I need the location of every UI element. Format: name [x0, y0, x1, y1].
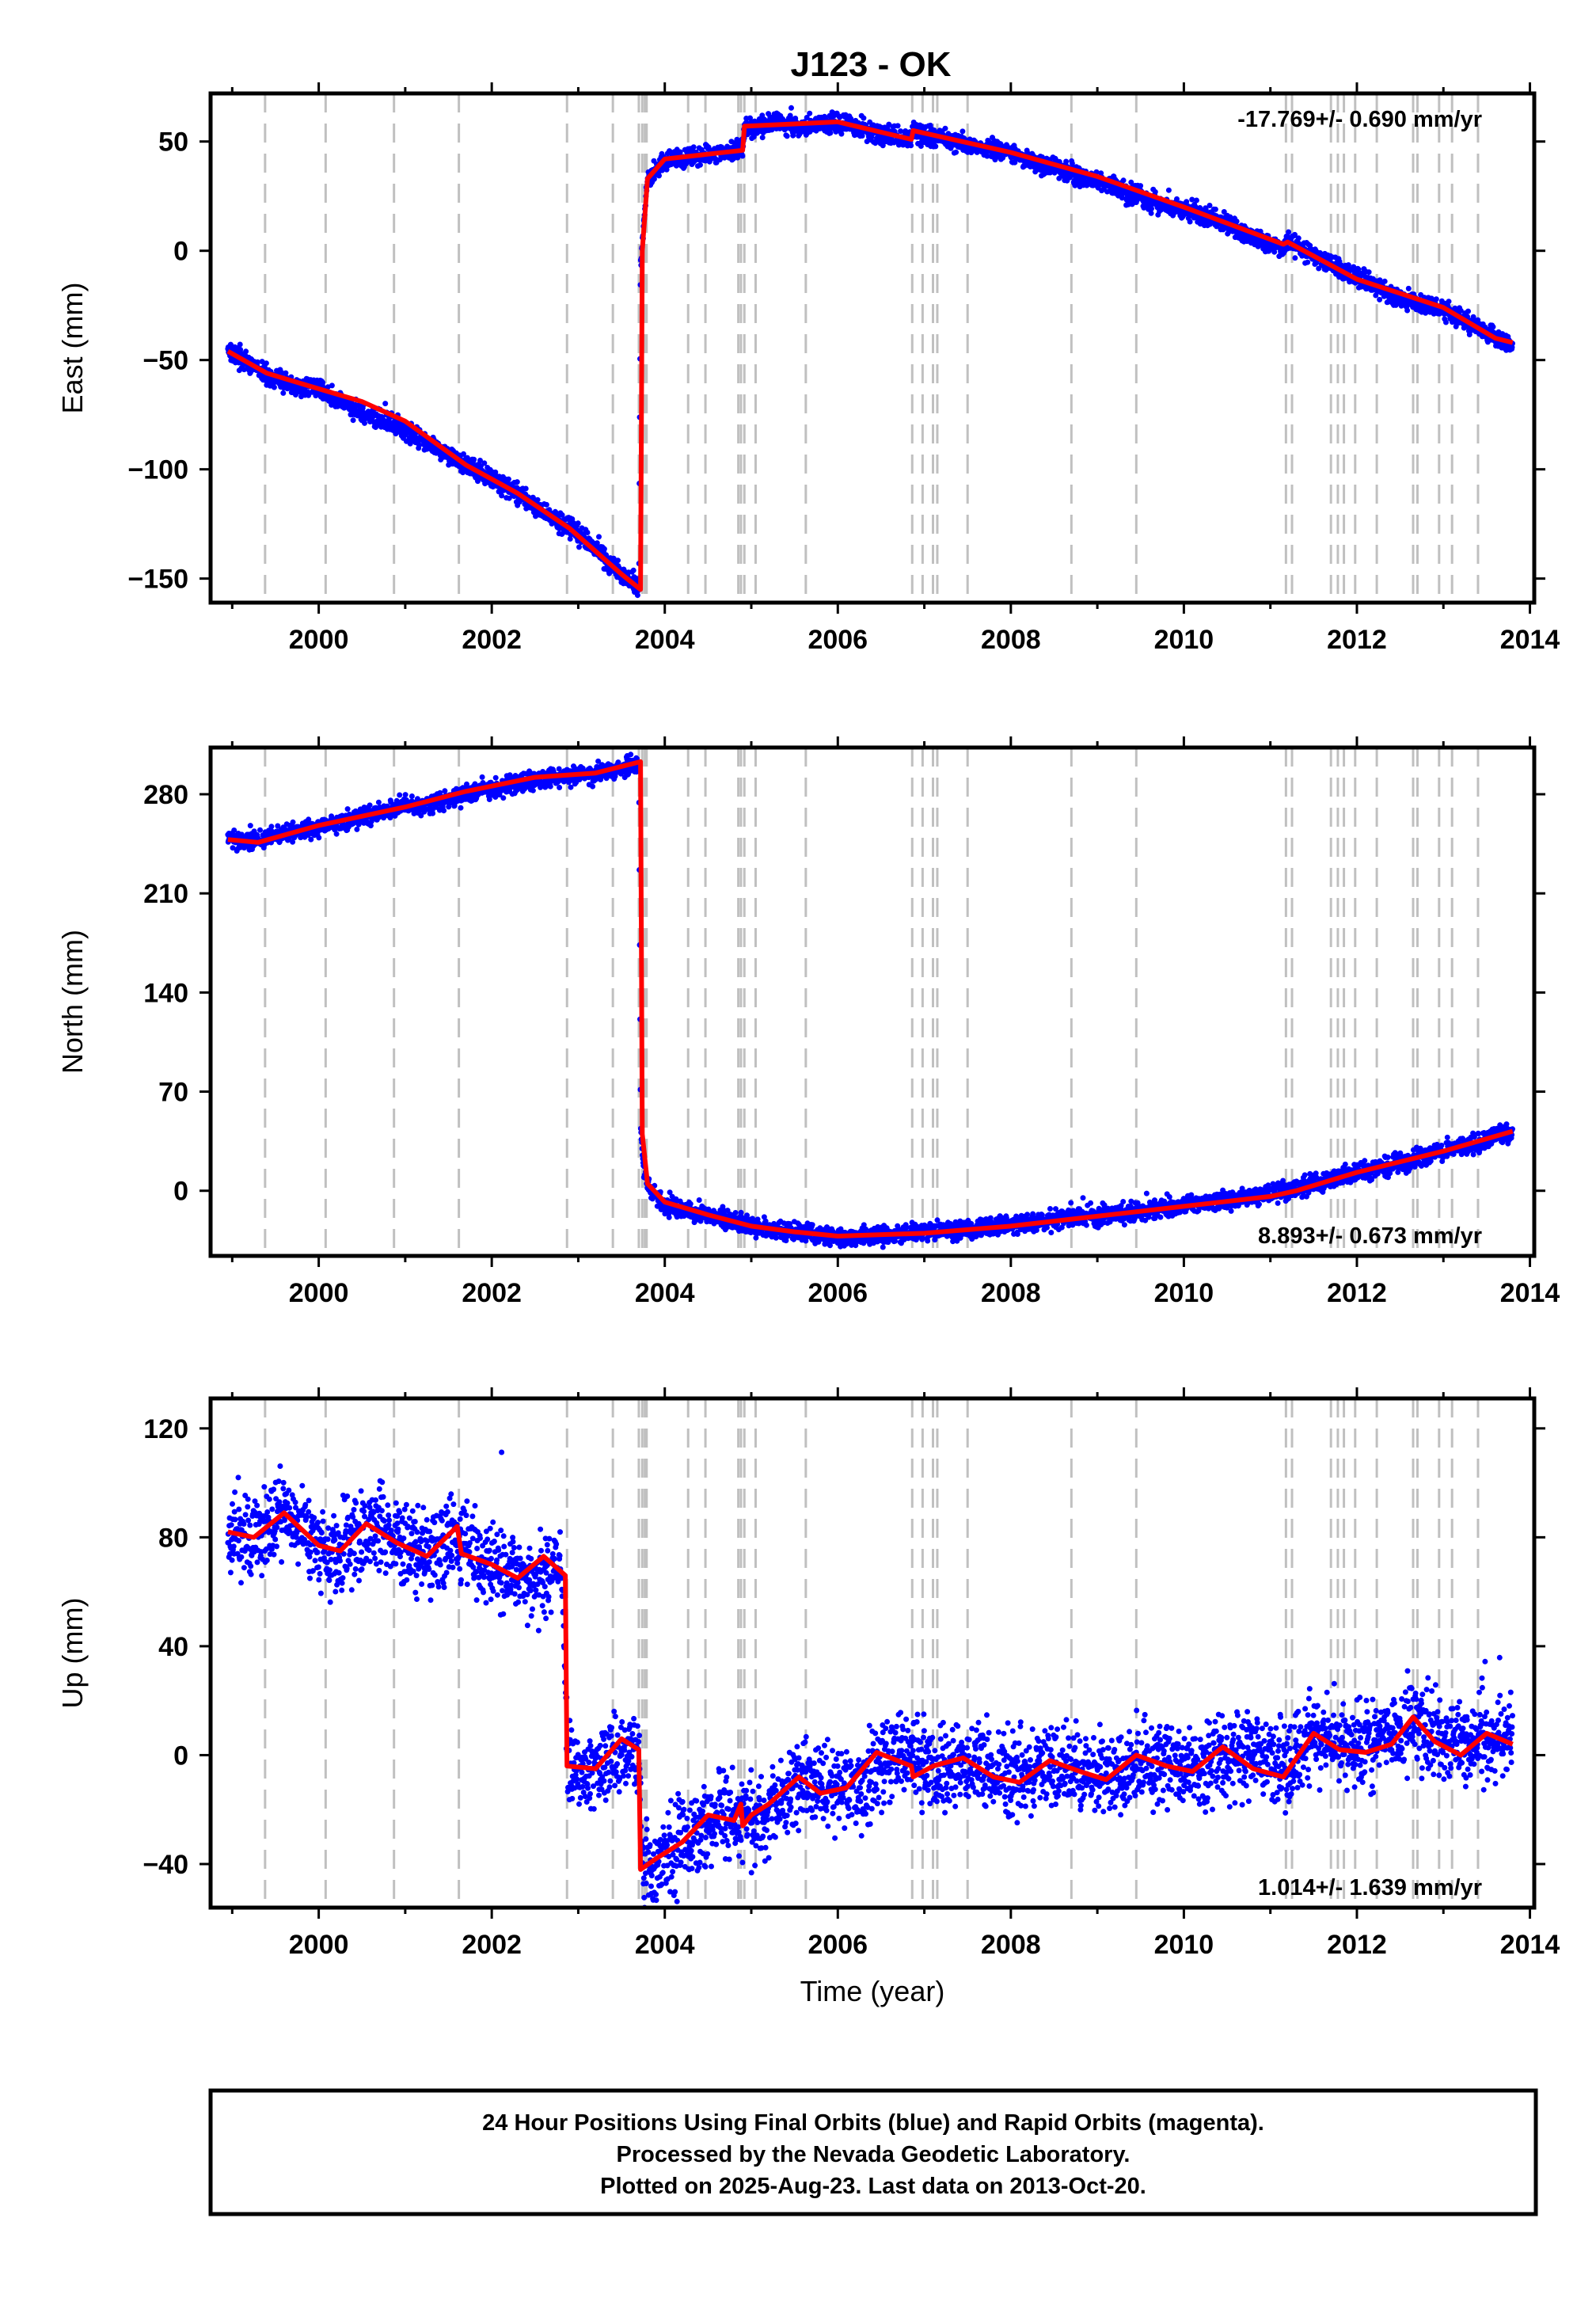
up-y-tick-label: 40 — [158, 1632, 188, 1662]
footer-line-1: 24 Hour Positions Using Final Orbits (bl… — [482, 2110, 1264, 2136]
east-y-tick-label: −150 — [127, 565, 188, 595]
east-model-line — [226, 119, 1514, 592]
up-y-tick-label: −40 — [142, 1850, 188, 1880]
up-x-tick-label: 2000 — [289, 1930, 349, 1960]
up-frame — [208, 1396, 1537, 1910]
east-y-tick-label: 0 — [173, 237, 188, 267]
up-x-tick-label: 2010 — [1154, 1930, 1214, 1960]
east-y-tick-label: 50 — [158, 127, 188, 158]
east-x-tick-label: 2004 — [635, 625, 695, 655]
north-x-tick-label: 2002 — [462, 1278, 522, 1308]
east-y-axis-label: East (mm) — [56, 283, 89, 414]
north-y-axis-label: North (mm) — [56, 930, 89, 1074]
east-plot-area — [225, 93, 1515, 603]
north-x-tick-label: 2008 — [981, 1278, 1041, 1308]
north-model-line — [227, 759, 1514, 1238]
up-x-tick-label: 2014 — [1500, 1930, 1560, 1960]
north-x-tick-label: 2014 — [1500, 1278, 1560, 1308]
north-y-tick-label: 70 — [158, 1078, 188, 1108]
footer-box: 24 Hour Positions Using Final Orbits (bl… — [208, 2088, 1538, 2216]
up-x-axis-label: Time (year) — [800, 1975, 945, 2007]
north-y-tick-label: 0 — [173, 1177, 188, 1207]
north-x-tick-label: 2010 — [1154, 1278, 1214, 1308]
east-x-tick-label: 2010 — [1154, 625, 1214, 655]
up-rate-label: 1.014+/- 1.639 mm/yr — [1258, 1875, 1482, 1900]
footer-line-2: Processed by the Nevada Geodetic Laborat… — [617, 2142, 1130, 2167]
up-y-tick-label: 0 — [173, 1741, 188, 1771]
east-x-tick-label: 2012 — [1327, 625, 1387, 655]
up-x-tick-label: 2012 — [1327, 1930, 1387, 1960]
east-x-tick-label: 2008 — [981, 625, 1041, 655]
north-plot-area — [225, 748, 1515, 1256]
east-x-tick-label: 2000 — [289, 625, 349, 655]
up-plot-area — [225, 1398, 1515, 1908]
up-y-axis-label: Up (mm) — [56, 1598, 89, 1709]
footer-line-3: Plotted on 2025-Aug-23. Last data on 201… — [600, 2174, 1146, 2199]
up-x-tick-label: 2004 — [635, 1930, 695, 1960]
east-y-tick-label: −50 — [142, 346, 188, 376]
north-x-tick-label: 2004 — [635, 1278, 695, 1308]
north-rate-label: 8.893+/- 0.673 mm/yr — [1258, 1223, 1482, 1249]
east-rate-label: -17.769+/- 0.690 mm/yr — [1237, 107, 1482, 132]
up-y-tick-label: 120 — [143, 1414, 188, 1444]
chart-title: J123 - OK — [791, 45, 952, 84]
north-y-tick-label: 210 — [143, 879, 188, 909]
panels: 2000 2002 2004 2006 2008 2010 2012 2014 −150 −100… — [56, 82, 1560, 2007]
east-y-tick-label: −100 — [127, 455, 188, 485]
up-y-tick-label: 80 — [158, 1523, 188, 1553]
footer-frame — [208, 2088, 1538, 2216]
east-x-tick-label: 2002 — [462, 625, 522, 655]
up-x-tick-label: 2006 — [808, 1930, 868, 1960]
east-panel: 2000 2002 2004 2006 2008 2010 2012 2014 −150 −100… — [56, 82, 1560, 655]
north-panel: 2000 2002 2004 2006 2008 2010 2012 2014 0 70 140 21… — [56, 736, 1560, 1308]
up-position-points — [225, 1449, 1515, 1908]
up-x-tick-label: 2002 — [462, 1930, 522, 1960]
north-y-tick-label: 280 — [143, 780, 188, 810]
east-x-tick-label: 2006 — [808, 625, 868, 655]
east-frame — [208, 91, 1537, 605]
north-y-tick-label: 140 — [143, 978, 188, 1008]
north-x-tick-label: 2006 — [808, 1278, 868, 1308]
up-model-line — [227, 1510, 1514, 1872]
north-frame — [208, 745, 1537, 1258]
east-x-tick-label: 2014 — [1500, 625, 1560, 655]
up-panel: 2000 2002 2004 2006 2008 2010 2012 2014 −40 0 40 80… — [56, 1387, 1560, 2007]
north-x-tick-label: 2000 — [289, 1278, 349, 1308]
up-x-tick-label: 2008 — [981, 1930, 1041, 1960]
north-x-tick-label: 2012 — [1327, 1278, 1387, 1308]
